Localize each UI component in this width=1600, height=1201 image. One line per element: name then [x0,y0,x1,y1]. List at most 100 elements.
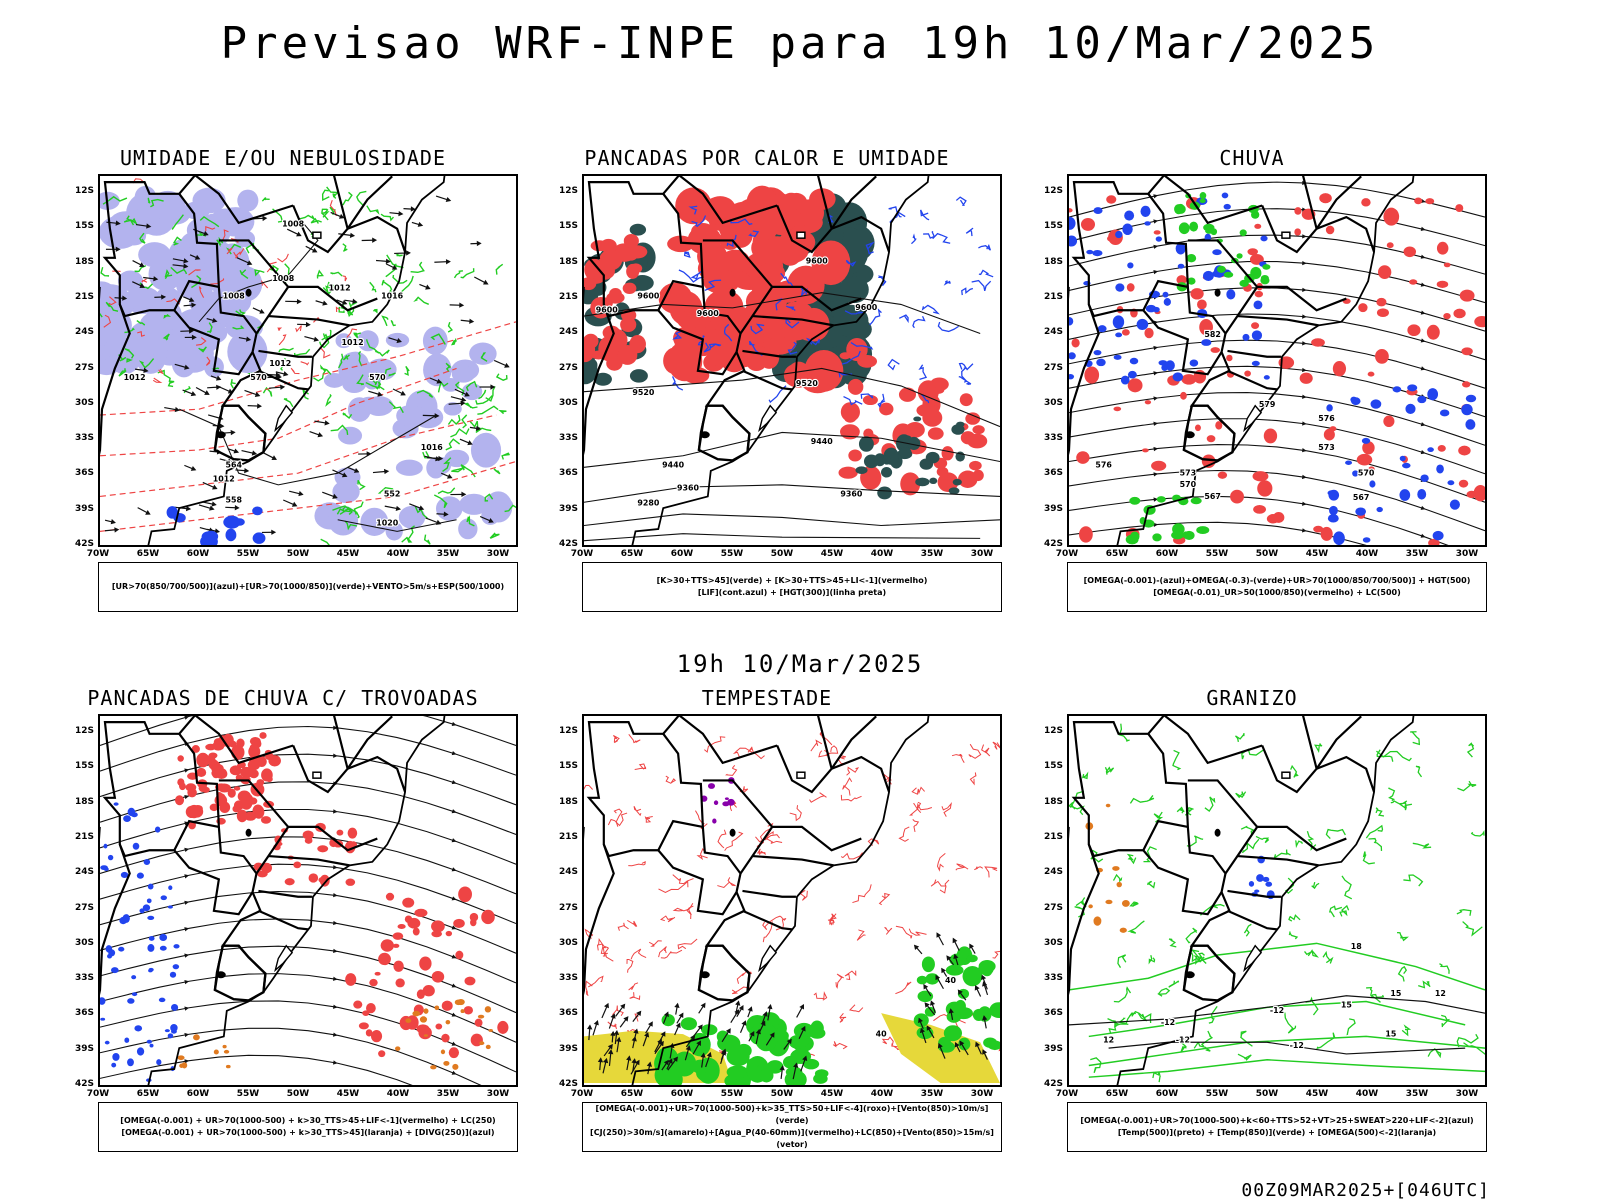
rain-blue-13 [1226,289,1235,299]
rain-green-29 [1261,275,1269,281]
legend-line: [Temp(500)](preto) + [Temp(850)](verde) … [1118,1127,1436,1139]
temp850-green-99 [1244,924,1251,936]
lon-tick-label: 55W [228,549,268,559]
precip-water-red-54 [811,740,822,751]
rain-blue-east-34 [1369,480,1375,487]
laguna-dos-patos [275,406,292,430]
wind-vector-head-38 [140,263,143,266]
temp850-green-26 [1323,953,1332,964]
temp850-green-33 [1169,939,1176,947]
wind-vector-head-31 [231,431,234,434]
precip-water-red-57 [985,867,997,877]
lat-tick-label: 27S [532,903,578,913]
storm-orange-2 [405,1018,411,1023]
storm-red-east-32 [446,931,452,936]
storm-red-38 [219,802,230,813]
precip-water-red-58 [661,950,682,958]
precip-water-red-49 [673,875,694,884]
rain-blue-36 [1178,264,1185,269]
panel-0-contour-label-1: 1008 [272,274,295,283]
moisture-green-east-40 [477,406,498,414]
rain-blue-7 [1092,250,1102,256]
lat-tick-label: 21S [1017,292,1063,302]
lat-tick-label: 21S [48,832,94,842]
storm-orange-south-1 [193,1034,200,1040]
border-line-6 [777,716,831,792]
rain-blue-east-7 [1466,395,1476,402]
precip-water-red-0 [678,939,697,949]
teal-east-11 [859,436,874,452]
wind-vector-head-61 [307,323,310,326]
lat-tick-label: 15S [1017,221,1063,231]
lon-tick-label: 65W [128,1089,168,1099]
rain-red-51 [1106,195,1116,204]
rain-blue-17 [1164,298,1171,306]
storm-red-east-2 [453,919,465,928]
precip-water-red-62 [627,920,637,926]
plateau-mark [730,829,736,837]
lat-tick-label: 36S [532,468,578,478]
storm-orange-south [177,1034,230,1068]
precip-water-red-23 [661,916,675,922]
wind850-vector-east-head-23 [937,933,940,936]
hgt500-streamline-arrow-3-8 [1302,261,1307,265]
rain-blue-east-9 [1405,404,1415,414]
wind-vector-head-90 [340,215,343,218]
precip-water-red-63 [634,806,641,815]
precip-water-red-110 [836,974,844,987]
wind850-vector-east-head-0 [942,969,945,972]
laguna-dos-patos [275,946,292,970]
unstable-red-east-33 [841,402,860,422]
rain-blue-49 [1212,249,1221,255]
lon-tick-label: 55W [1197,1089,1237,1099]
hail-blue-4 [1254,890,1259,893]
storm-orange-south-4 [224,1050,229,1054]
storm-red-east-45 [475,1019,483,1027]
humidity-band-27 [471,433,501,468]
rain-blue-22 [1173,372,1184,381]
temp850-green-55 [1173,750,1180,769]
storm-red-east-17 [375,972,381,976]
rain-blue-54 [1086,250,1093,254]
rain-blue-east-29 [1328,490,1336,495]
teal-east-22 [855,466,867,474]
lat-tick-label: 15S [532,761,578,771]
divergence-blue-39 [104,867,109,871]
rain-red-75 [1151,461,1166,471]
plateau-mark [246,829,252,837]
thickness-red-22 [301,362,309,365]
divergence-blue-46 [159,998,166,1002]
temp850-green-38 [1118,955,1126,968]
temp850-green-65 [1457,910,1471,916]
moisture-green-east-29 [490,533,499,538]
hgt500-streamline-arrow-1-12 [1421,227,1426,231]
lat-tick-label: 27S [48,363,94,373]
lc250-streamline-arrow-0-3 [184,716,189,720]
rain-red-0 [1251,322,1259,329]
lc250-streamline-arrow-5-3 [184,848,189,852]
rain-blue-east-16 [1433,531,1444,541]
rain-blue-east-8 [1465,419,1475,430]
wind-vector-head-80 [281,386,284,389]
rain-red-64 [1460,290,1475,302]
storm-orange-7 [486,1045,491,1049]
lc250-streamline-arrow-12-3 [184,1033,189,1037]
temp850-green-31 [1285,1013,1296,1033]
lon-tick-label: 30W [962,1089,1002,1099]
panel-2-contour-label-7: 570 [1180,480,1197,489]
rain-red-88 [1267,514,1280,523]
precip-water-red-95 [631,949,646,959]
rain-blue-28 [1190,359,1199,366]
wind-vector-head-8 [378,393,381,396]
wind850-green-east-8 [946,965,964,976]
temp850-green-15 [1463,922,1483,935]
lon-tick-label: 45W [1297,549,1337,559]
storm-orange-13 [423,1008,428,1014]
moisture-green-east-16 [450,429,469,437]
temp850-green-68 [1205,797,1215,811]
wind-vector-head-45 [460,304,463,307]
moisture-green-east-3 [497,374,507,380]
lc250-streamline-arrow-1-12 [452,751,457,755]
rain-red-19 [1144,328,1153,338]
rain-red-101 [1437,281,1449,288]
